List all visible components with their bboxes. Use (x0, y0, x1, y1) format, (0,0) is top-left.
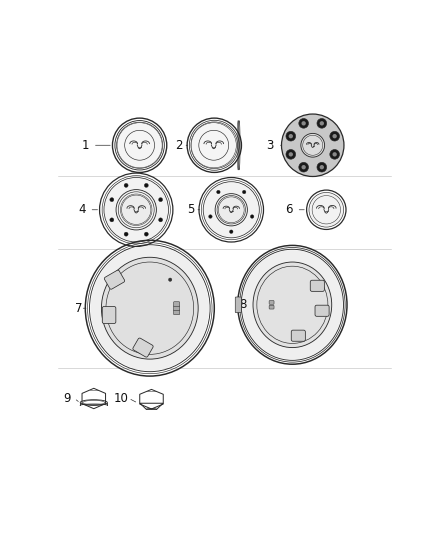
Circle shape (301, 121, 306, 125)
Circle shape (117, 123, 162, 168)
Circle shape (330, 131, 339, 141)
Circle shape (301, 133, 325, 157)
Circle shape (289, 152, 293, 157)
Circle shape (219, 197, 244, 223)
Circle shape (289, 134, 293, 139)
Circle shape (110, 218, 114, 222)
Circle shape (317, 163, 327, 172)
FancyBboxPatch shape (291, 330, 305, 341)
Circle shape (242, 190, 246, 194)
Circle shape (191, 123, 236, 168)
Circle shape (124, 232, 128, 236)
Circle shape (286, 150, 296, 159)
FancyBboxPatch shape (173, 306, 180, 311)
Circle shape (144, 183, 148, 188)
Text: 5: 5 (187, 203, 194, 216)
Text: 9: 9 (63, 392, 71, 405)
Circle shape (332, 152, 337, 157)
Text: 1: 1 (81, 139, 89, 152)
Circle shape (320, 121, 324, 125)
Circle shape (330, 150, 339, 159)
Circle shape (299, 118, 308, 128)
Circle shape (217, 190, 220, 194)
FancyBboxPatch shape (310, 280, 325, 292)
Circle shape (159, 198, 162, 201)
FancyBboxPatch shape (315, 305, 329, 316)
Circle shape (169, 278, 172, 281)
Text: 10: 10 (113, 392, 128, 405)
Ellipse shape (102, 257, 198, 359)
Circle shape (251, 215, 254, 219)
Circle shape (286, 131, 296, 141)
Circle shape (159, 218, 162, 222)
Circle shape (124, 183, 128, 188)
FancyBboxPatch shape (235, 297, 241, 313)
Ellipse shape (253, 262, 332, 348)
Text: 4: 4 (78, 203, 86, 216)
Circle shape (144, 232, 148, 236)
Circle shape (110, 198, 114, 201)
Circle shape (320, 165, 324, 169)
FancyBboxPatch shape (104, 270, 125, 289)
Circle shape (299, 163, 308, 172)
Circle shape (230, 230, 233, 233)
FancyBboxPatch shape (102, 306, 116, 324)
Circle shape (317, 118, 327, 128)
Circle shape (282, 114, 344, 176)
Ellipse shape (242, 250, 343, 359)
Circle shape (204, 182, 259, 238)
Text: 8: 8 (240, 298, 247, 311)
Circle shape (208, 215, 212, 219)
Text: 3: 3 (267, 139, 274, 152)
Text: 7: 7 (75, 302, 82, 314)
FancyBboxPatch shape (269, 305, 274, 309)
Circle shape (309, 193, 343, 227)
FancyBboxPatch shape (133, 338, 153, 357)
Ellipse shape (91, 246, 209, 370)
FancyBboxPatch shape (173, 310, 180, 314)
Circle shape (122, 195, 151, 224)
Text: 2: 2 (175, 139, 182, 152)
FancyBboxPatch shape (173, 302, 180, 306)
Circle shape (332, 134, 337, 139)
Circle shape (104, 178, 168, 241)
Text: 6: 6 (285, 203, 293, 216)
Circle shape (301, 165, 306, 169)
FancyBboxPatch shape (269, 301, 274, 304)
